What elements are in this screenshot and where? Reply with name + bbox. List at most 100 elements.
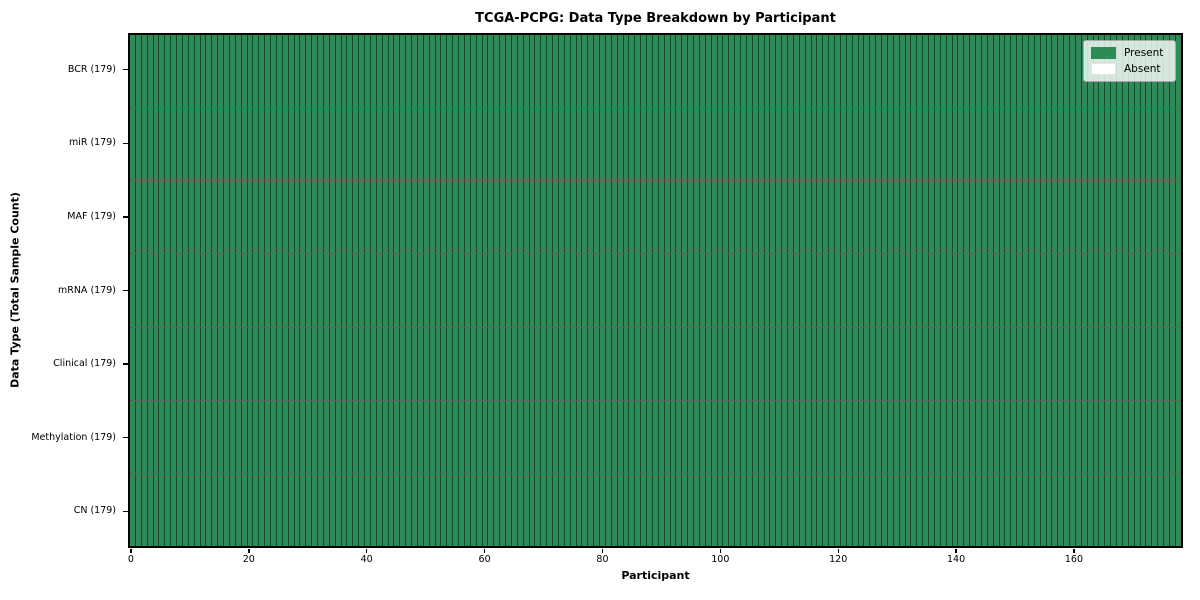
heatmap-cell xyxy=(470,35,477,108)
heatmap-cell xyxy=(864,327,871,400)
heatmap-cell xyxy=(788,181,794,254)
heatmap-cell xyxy=(629,35,636,108)
heatmap-cell xyxy=(1017,327,1023,400)
heatmap-cell xyxy=(206,400,213,473)
heatmap-cell xyxy=(276,181,283,254)
heatmap-cell xyxy=(970,35,976,108)
heatmap-cell xyxy=(400,254,407,327)
heatmap-cell xyxy=(652,327,659,400)
heatmap-cell xyxy=(993,400,1000,473)
heatmap-cell xyxy=(353,181,360,254)
heatmap-cell xyxy=(682,35,689,108)
heatmap-cell xyxy=(470,473,477,546)
heatmap-cell xyxy=(318,254,324,327)
heatmap-cell xyxy=(652,400,659,473)
heatmap-cell xyxy=(893,473,900,546)
heatmap-cell xyxy=(423,254,430,327)
heatmap-cell xyxy=(746,327,753,400)
heatmap-cell xyxy=(271,108,277,181)
heatmap-cell xyxy=(1070,181,1076,254)
heatmap-cell xyxy=(300,473,307,546)
heatmap-cell xyxy=(694,254,700,327)
heatmap-cell xyxy=(1087,181,1094,254)
heatmap-cell xyxy=(165,400,172,473)
heatmap-row-Clinical xyxy=(130,327,1181,401)
heatmap-cell xyxy=(923,108,929,181)
heatmap-cell xyxy=(535,35,542,108)
heatmap-cell xyxy=(899,108,906,181)
heatmap-cell xyxy=(476,254,483,327)
heatmap-cell xyxy=(623,400,630,473)
heatmap-cell xyxy=(247,327,254,400)
heatmap-cell xyxy=(835,108,841,181)
heatmap-cell xyxy=(482,400,489,473)
heatmap-cell xyxy=(611,254,618,327)
heatmap-cell xyxy=(1052,181,1059,254)
heatmap-cell xyxy=(323,327,330,400)
heatmap-cell xyxy=(682,181,689,254)
heatmap-cell xyxy=(241,473,248,546)
heatmap-cell xyxy=(218,327,224,400)
heatmap-cell xyxy=(1152,254,1159,327)
heatmap-cell xyxy=(494,327,501,400)
heatmap-cell xyxy=(958,327,965,400)
heatmap-cell xyxy=(723,254,730,327)
heatmap-cell xyxy=(1146,181,1153,254)
heatmap-cell xyxy=(699,400,706,473)
heatmap-cell xyxy=(741,35,747,108)
heatmap-cell xyxy=(171,254,177,327)
heatmap-cell xyxy=(359,327,365,400)
heatmap-cell xyxy=(394,108,401,181)
y-tick-mark xyxy=(123,510,128,512)
heatmap-cell xyxy=(1052,473,1059,546)
heatmap-cell xyxy=(1134,108,1141,181)
heatmap-cell xyxy=(629,327,636,400)
heatmap-cell xyxy=(153,400,160,473)
heatmap-cell xyxy=(1117,327,1123,400)
heatmap-cell xyxy=(318,327,324,400)
heatmap-cell xyxy=(271,181,277,254)
heatmap-cell xyxy=(370,400,377,473)
heatmap-cell xyxy=(406,181,412,254)
heatmap-cell xyxy=(911,327,918,400)
heatmap-cell xyxy=(823,254,830,327)
heatmap-cell xyxy=(394,181,401,254)
heatmap-cell xyxy=(294,108,301,181)
heatmap-cell xyxy=(846,473,853,546)
heatmap-cell xyxy=(635,327,642,400)
heatmap-cell xyxy=(682,108,689,181)
heatmap-cell xyxy=(406,108,412,181)
x-tick-mark xyxy=(248,549,250,553)
heatmap-cell xyxy=(970,327,976,400)
heatmap-cell xyxy=(1140,108,1147,181)
heatmap-cell xyxy=(553,35,559,108)
heatmap-cell xyxy=(964,473,971,546)
heatmap-cell xyxy=(1175,254,1181,327)
heatmap-cell xyxy=(652,473,659,546)
heatmap-cell xyxy=(171,181,177,254)
heatmap-cell xyxy=(1075,35,1082,108)
heatmap-cell xyxy=(1040,327,1047,400)
heatmap-cell xyxy=(253,181,260,254)
heatmap-cell xyxy=(406,327,412,400)
heatmap-cell xyxy=(564,327,571,400)
heatmap-cell xyxy=(929,108,935,181)
heatmap-cell xyxy=(335,400,342,473)
heatmap-cell xyxy=(605,35,612,108)
heatmap-cell xyxy=(218,108,224,181)
heatmap-cell xyxy=(218,254,224,327)
heatmap-cell xyxy=(852,473,859,546)
y-tick-label: mRNA (179) xyxy=(57,284,116,296)
heatmap-cell xyxy=(247,181,254,254)
heatmap-cell xyxy=(417,108,424,181)
heatmap-cell xyxy=(288,35,295,108)
heatmap-cell xyxy=(1040,400,1047,473)
heatmap-cell xyxy=(253,473,260,546)
heatmap-cell xyxy=(658,473,665,546)
y-tick-label: Methylation (179) xyxy=(31,431,116,443)
heatmap-cell xyxy=(1087,327,1094,400)
heatmap-cell xyxy=(729,181,736,254)
heatmap-cell xyxy=(934,400,941,473)
heatmap-cell xyxy=(1122,327,1129,400)
